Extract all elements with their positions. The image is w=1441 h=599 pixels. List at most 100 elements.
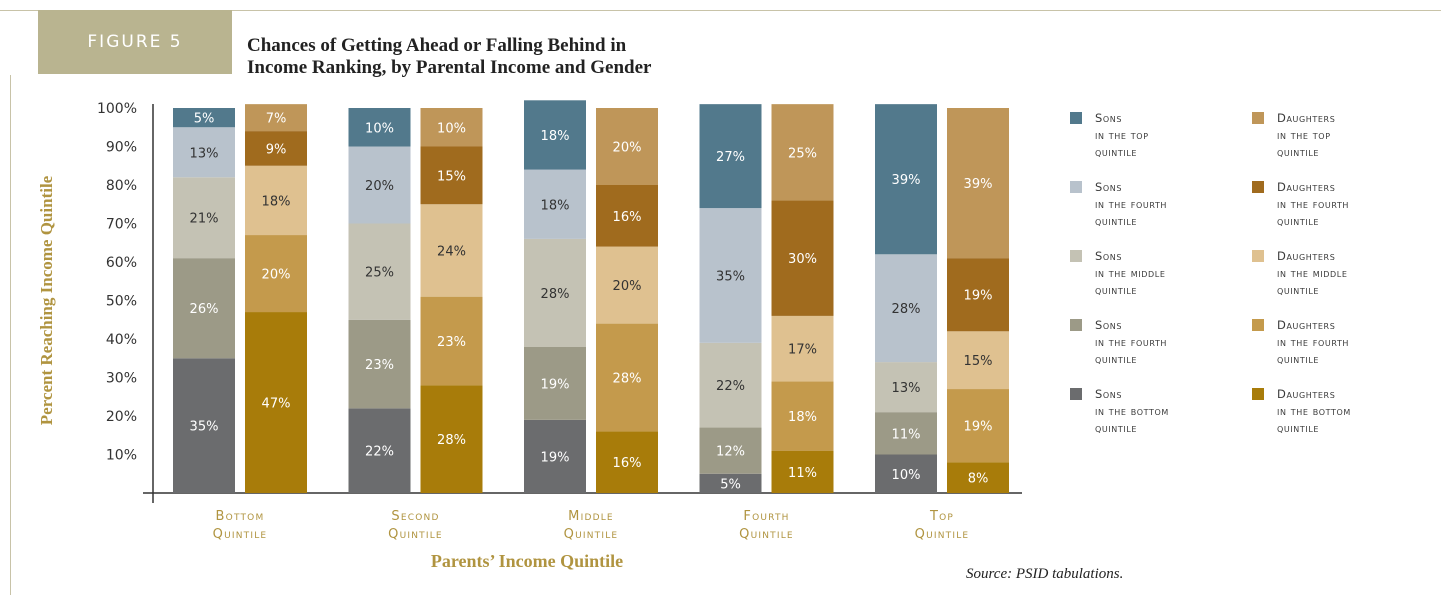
bar-segment-daughters: [947, 258, 1009, 332]
y-tick-label: 50%: [106, 294, 137, 310]
legend-label-line: in the middle: [1277, 266, 1348, 280]
legend-label-line: Sons: [1095, 111, 1123, 125]
bar-segment-sons: [524, 346, 586, 420]
data-label: 35%: [716, 269, 745, 284]
legend-label-line: Daughters: [1277, 249, 1336, 263]
bar-segment-daughters: [771, 381, 834, 451]
legend-label-line: Daughters: [1277, 387, 1336, 401]
legend-label-line: quintile: [1095, 145, 1138, 159]
bar-segment-daughters: [947, 331, 1009, 390]
bar-segment-sons: [699, 342, 762, 428]
bar-segment-daughters: [947, 389, 1009, 463]
legend-swatch: [1252, 250, 1264, 262]
x-tick-label: Quintile: [213, 527, 268, 542]
data-label: 19%: [964, 420, 993, 435]
bar-segment-daughters: [245, 165, 307, 236]
bar-segment-daughters: [596, 431, 658, 493]
top-rule: [0, 10, 1441, 11]
data-label: 15%: [437, 169, 466, 184]
data-label: 25%: [788, 146, 817, 161]
bar-segment-daughters: [947, 462, 1009, 493]
data-label: 5%: [720, 477, 741, 492]
legend-swatch: [1070, 388, 1082, 400]
source-note: Source: PSID tabulations.: [966, 566, 1124, 582]
bar-segment-daughters: [245, 104, 307, 132]
y-axis-title: Percent Reaching Income Quintile: [37, 175, 56, 425]
data-label: 18%: [541, 198, 570, 213]
legend-label: Daughters in the middle quintile: [1277, 248, 1348, 299]
legend-label: Sons in the fourth quintile: [1095, 317, 1167, 368]
data-label: 18%: [541, 129, 570, 144]
y-tick-label: 90%: [106, 140, 137, 156]
data-label: 19%: [964, 289, 993, 304]
bar-segment-sons: [348, 108, 411, 147]
chart-legend: Sons in the top quintile Daughters in the to…: [1070, 110, 1430, 450]
bar-segment-sons: [699, 427, 762, 474]
data-label: 11%: [788, 466, 817, 481]
x-tick-label: Second: [391, 509, 439, 524]
figure-title: Chances of Getting Ahead or Falling Behi…: [247, 35, 947, 79]
bar-segment-sons: [173, 177, 235, 259]
x-tick-label: Quintile: [915, 527, 970, 542]
bar-segment-sons: [173, 127, 235, 178]
bar-segment-sons: [699, 208, 762, 343]
figure-title-line-2: Income Ranking, by Parental Income and G…: [247, 57, 652, 78]
y-tick-label: 60%: [106, 255, 137, 271]
legend-label-line: Daughters: [1277, 318, 1336, 332]
data-label: 25%: [365, 266, 394, 281]
figure-title-line-1: Chances of Getting Ahead or Falling Behi…: [247, 35, 627, 56]
data-label: 9%: [266, 142, 287, 157]
data-label: 28%: [541, 287, 570, 302]
y-tick-label: 70%: [106, 217, 137, 233]
bar-segment-sons: [348, 408, 411, 493]
legend-label-line: quintile: [1277, 214, 1320, 228]
legend-label-line: quintile: [1277, 145, 1320, 159]
legend-label: Sons in the middle quintile: [1095, 248, 1166, 299]
data-label: 39%: [892, 173, 921, 188]
x-axis-title: Parents’ Income Quintile: [431, 551, 623, 571]
data-label: 35%: [190, 420, 219, 435]
legend-label: Daughters in the top quintile: [1277, 110, 1335, 161]
data-label: 18%: [788, 410, 817, 425]
data-label: 16%: [613, 456, 642, 471]
legend-label-line: quintile: [1277, 421, 1320, 435]
bar-segment-daughters: [947, 108, 1009, 259]
data-label: 10%: [892, 468, 921, 483]
y-tick-label: 10%: [106, 448, 137, 464]
bar-segment-daughters: [420, 385, 483, 493]
bar-segment-daughters: [596, 246, 658, 324]
data-label: 24%: [437, 244, 466, 259]
data-label: 20%: [262, 268, 291, 283]
legend-label-line: quintile: [1277, 283, 1320, 297]
legend-label-line: Sons: [1095, 318, 1123, 332]
data-label: 8%: [968, 472, 989, 487]
legend-label-line: in the fourth: [1277, 197, 1350, 211]
legend-label-line: quintile: [1095, 283, 1138, 297]
data-label: 13%: [892, 381, 921, 396]
x-tick-label: Top: [929, 509, 954, 524]
bar-segment-daughters: [420, 108, 483, 147]
legend-label-line: quintile: [1095, 421, 1138, 435]
legend-swatch: [1070, 319, 1082, 331]
legend-swatch: [1070, 181, 1082, 193]
bar-segment-sons: [875, 254, 937, 363]
legend-label-line: in the fourth: [1095, 197, 1168, 211]
legend-label-line: Sons: [1095, 249, 1123, 263]
bar-segment-sons: [524, 419, 586, 493]
legend-swatch: [1070, 250, 1082, 262]
data-label: 10%: [365, 121, 394, 136]
y-tick-label: 20%: [106, 409, 137, 425]
data-label: 16%: [613, 210, 642, 225]
bar-segment-sons: [524, 238, 586, 347]
legend-swatch: [1070, 112, 1082, 124]
data-label: 21%: [190, 212, 219, 227]
bar-segment-sons: [348, 146, 411, 224]
data-label: 15%: [964, 354, 993, 369]
y-tick-label: 30%: [106, 371, 137, 387]
y-tick-label: 80%: [106, 178, 137, 194]
legend-label: Sons in the fourth quintile: [1095, 179, 1167, 230]
data-label: 22%: [365, 445, 394, 460]
legend-label-line: in the top: [1277, 128, 1331, 142]
bar-segment-daughters: [771, 450, 834, 493]
